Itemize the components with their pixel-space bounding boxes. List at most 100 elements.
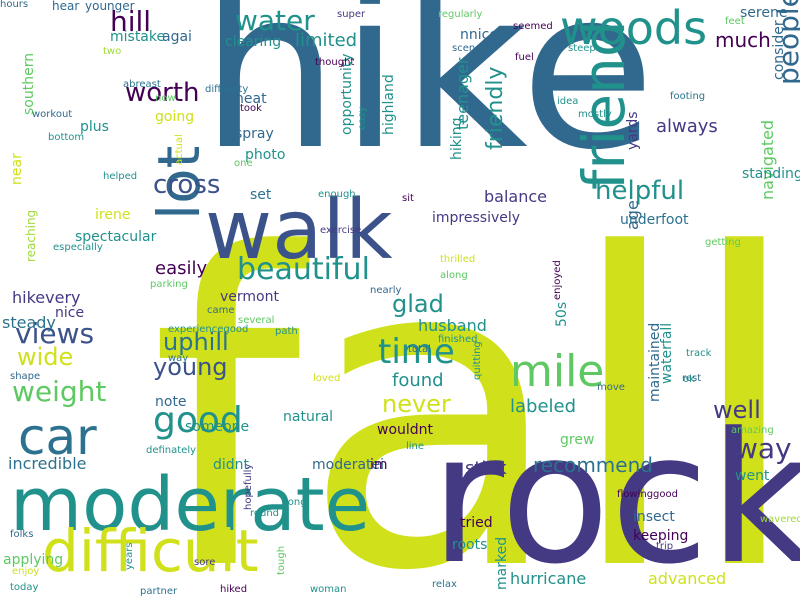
word-95: reaching	[24, 209, 38, 262]
word-5: difficult	[42, 517, 259, 585]
word-131: enjoyed	[552, 260, 563, 300]
word-74: sure	[270, 339, 301, 355]
word-116: fuel	[515, 52, 534, 63]
word-39: incredible	[8, 454, 87, 473]
word-150: long	[285, 497, 307, 508]
word-104: helped	[103, 171, 138, 182]
word-68: yards	[625, 111, 641, 150]
word-50: serene	[740, 5, 788, 21]
word-14: water	[235, 4, 315, 37]
word-114: seemed	[513, 21, 553, 32]
word-13: good	[153, 400, 243, 441]
word-84: tried	[460, 515, 493, 531]
word-139: way	[168, 353, 189, 364]
word-148: hopefully	[243, 463, 254, 510]
word-32: recommend	[533, 453, 653, 477]
word-81: went	[735, 468, 770, 484]
word-99: abreast	[123, 79, 161, 90]
word-17: views	[15, 317, 95, 350]
word-93: near	[9, 153, 25, 185]
word-125: thrilled	[440, 254, 476, 265]
word-52: hiking	[449, 117, 465, 160]
word-160: hiked	[220, 584, 248, 595]
word-107: one	[234, 158, 253, 169]
word-23: helpful	[595, 176, 685, 206]
word-143: ok	[683, 374, 695, 385]
word-147: folks	[10, 529, 34, 540]
word-24: cross	[153, 170, 221, 200]
word-75: natural	[283, 409, 334, 425]
word-56: nnice	[460, 27, 498, 43]
word-28: never	[382, 390, 451, 418]
word-136: track	[686, 348, 712, 359]
word-138: rest	[682, 373, 702, 384]
word-122: sit	[402, 193, 414, 204]
word-38: labeled	[510, 396, 577, 417]
word-161: woman	[310, 584, 347, 595]
word-106: took	[240, 103, 262, 114]
word-157: enjoy	[12, 566, 40, 577]
word-0: fall	[150, 165, 800, 600]
word-77: moderatei	[312, 457, 385, 473]
word-80: grew	[560, 432, 595, 448]
word-62: set	[250, 187, 272, 203]
word-70: vermont	[220, 289, 279, 305]
word-59: spray	[235, 126, 274, 142]
word-1: hike	[200, 0, 656, 198]
word-65: underfoot	[620, 212, 689, 228]
word-89: waterfall	[659, 322, 675, 384]
word-37: found	[392, 370, 444, 391]
word-105: difficulty	[205, 84, 249, 95]
word-120: mostly	[578, 109, 612, 120]
word-66: consider	[771, 20, 787, 80]
word-15: beautiful	[237, 252, 370, 287]
word-40: hurricane	[510, 569, 587, 588]
word-34: limited	[295, 30, 358, 51]
word-49: husband	[418, 316, 487, 335]
word-159: partner	[140, 586, 178, 597]
word-111: exercise	[320, 225, 362, 236]
word-144: line	[406, 441, 425, 452]
word-87: 50s	[554, 301, 570, 327]
word-112: easy	[357, 106, 368, 130]
word-149: round	[250, 508, 280, 519]
word-92: applying	[3, 552, 64, 568]
word-55: agai	[162, 29, 192, 45]
word-154: years	[124, 542, 135, 570]
word-140: loved	[313, 373, 341, 384]
word-36: easily	[155, 258, 208, 279]
word-19: hill	[110, 5, 152, 38]
word-94: southern	[21, 52, 37, 115]
word-152: trip	[656, 541, 674, 552]
word-46: hikevery	[12, 288, 81, 307]
word-30: well	[713, 396, 761, 424]
word-102: now	[155, 93, 176, 104]
word-25: glad	[392, 290, 444, 318]
word-97: younger	[85, 0, 135, 13]
word-16: time	[378, 332, 455, 372]
word-82: insect	[633, 509, 675, 525]
word-108: super	[337, 9, 366, 20]
word-44: navigated	[758, 119, 777, 200]
word-53: clearing	[225, 34, 282, 50]
word-73: someone	[185, 419, 250, 435]
word-20: worth	[125, 78, 200, 108]
word-47: steady	[2, 313, 56, 332]
word-4: walk	[205, 183, 393, 278]
word-163: hours	[0, 0, 29, 10]
word-91: highland	[381, 74, 397, 135]
word-78: im	[370, 457, 388, 473]
word-113: regularly	[438, 9, 483, 20]
word-18: weight	[12, 375, 107, 408]
word-110: enough	[318, 189, 356, 200]
word-124: especially	[53, 242, 103, 253]
word-85: roots	[452, 537, 488, 553]
word-123: getting	[705, 237, 741, 248]
word-137: shape	[10, 371, 41, 382]
word-98: two	[103, 46, 122, 57]
word-42: stick	[465, 458, 507, 479]
word-54: mistake	[110, 29, 166, 45]
word-60: going	[155, 109, 195, 125]
word-141: quitting	[472, 341, 483, 380]
